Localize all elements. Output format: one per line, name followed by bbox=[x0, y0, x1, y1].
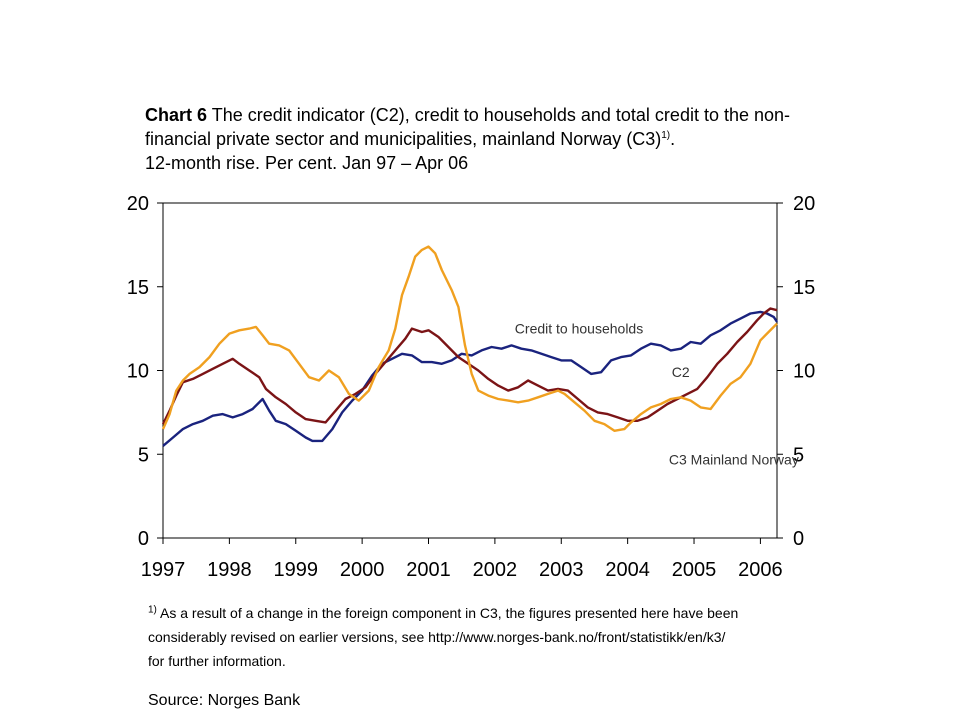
footnote: 1) As a result of a change in the foreig… bbox=[148, 601, 848, 673]
x-tick-label: 2002 bbox=[473, 559, 518, 581]
y-tick-label-left: 10 bbox=[127, 361, 149, 383]
y-tick-label-right: 5 bbox=[793, 444, 804, 466]
source-note: Source: Norges Bank bbox=[148, 692, 301, 709]
x-tick-label: 1998 bbox=[207, 559, 252, 581]
series-annotation: C2 bbox=[672, 364, 690, 380]
y-tick-label-left: 15 bbox=[127, 277, 149, 299]
footnote-marker: 1) bbox=[148, 604, 157, 616]
series-line-credit-to-households bbox=[162, 310, 779, 447]
x-tick-label: 2004 bbox=[605, 559, 650, 581]
x-tick-label: 2005 bbox=[672, 559, 717, 581]
x-tick-label: 2001 bbox=[406, 559, 451, 581]
title-text-2-end: . bbox=[670, 129, 676, 149]
title-footnote-marker: 1) bbox=[661, 130, 671, 141]
title-text-1: The credit indicator (C2), credit to hou… bbox=[211, 105, 791, 125]
series-annotation: C3 Mainland Norway bbox=[669, 451, 799, 467]
series-annotation: Credit to households bbox=[515, 321, 643, 337]
y-tick-label-left: 20 bbox=[127, 193, 149, 215]
footnote-line-1: 1) As a result of a change in the foreig… bbox=[148, 601, 848, 625]
series-line-c3-mainland-norway bbox=[161, 245, 778, 432]
title-text-2: financial private sector and municipalit… bbox=[145, 129, 662, 149]
footnote-text-1: As a result of a change in the foreign c… bbox=[156, 605, 739, 621]
x-tick-label: 2003 bbox=[539, 559, 584, 581]
y-tick-label-left: 5 bbox=[138, 444, 149, 466]
y-tick-label-right: 10 bbox=[793, 361, 815, 383]
x-tick-label: 2000 bbox=[340, 559, 385, 581]
y-tick-label-left: 0 bbox=[138, 528, 149, 550]
footnote-line-3: for further information. bbox=[148, 653, 286, 669]
chart-title-block: Chart 6 The credit indicator (C2), credi… bbox=[145, 103, 865, 175]
x-tick-label: 1999 bbox=[274, 559, 319, 581]
y-tick-label-right: 20 bbox=[793, 193, 815, 215]
y-tick-label-right: 15 bbox=[793, 277, 815, 299]
x-tick-label: 1997 bbox=[141, 559, 186, 581]
chart-subtitle: 12-month rise. Per cent. Jan 97 – Apr 06 bbox=[145, 153, 469, 173]
title-line-1: Chart 6 The credit indicator (C2), credi… bbox=[145, 103, 865, 127]
y-tick-label-right: 0 bbox=[793, 528, 804, 550]
chart-number: Chart 6 bbox=[145, 105, 208, 125]
title-line-2: financial private sector and municipalit… bbox=[145, 127, 865, 151]
footnote-line-2: considerably revised on earlier versions… bbox=[148, 629, 726, 645]
x-tick-label: 2006 bbox=[738, 559, 783, 581]
